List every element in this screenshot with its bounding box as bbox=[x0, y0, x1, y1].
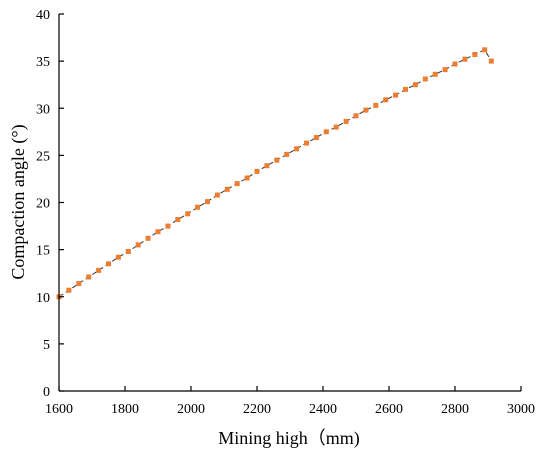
data-point bbox=[214, 192, 220, 198]
data-point bbox=[274, 157, 280, 163]
x-tick-label: 1800 bbox=[111, 402, 139, 417]
x-tick-label: 2200 bbox=[243, 402, 271, 417]
axes: 1600 1800 2000 2200 2400 2600 2800 3000 0 5 10 15 20… bbox=[36, 8, 535, 417]
y-tick-label: 40 bbox=[36, 8, 50, 23]
x-tick-label: 2600 bbox=[375, 402, 403, 417]
data-point bbox=[323, 129, 329, 135]
data-point bbox=[353, 113, 359, 119]
data-point bbox=[76, 281, 82, 287]
y-tick-label: 0 bbox=[43, 385, 50, 400]
data-point bbox=[244, 175, 250, 181]
data-point bbox=[284, 151, 290, 157]
x-axis-title: Mining high（mm) bbox=[218, 428, 360, 449]
x-tick-label: 3000 bbox=[507, 402, 535, 417]
x-tick-label: 2000 bbox=[177, 402, 205, 417]
y-tick-label: 15 bbox=[36, 244, 50, 259]
data-point bbox=[224, 186, 230, 192]
data-point bbox=[66, 287, 72, 293]
y-tick-label: 10 bbox=[36, 291, 50, 306]
data-point bbox=[373, 102, 379, 108]
data-point bbox=[422, 76, 428, 82]
y-tick-label: 35 bbox=[36, 55, 50, 70]
data-point bbox=[482, 47, 488, 53]
data-point bbox=[403, 86, 408, 92]
data-point bbox=[185, 211, 191, 217]
data-point bbox=[254, 168, 260, 174]
data-point bbox=[165, 223, 171, 229]
data-point bbox=[462, 56, 468, 62]
data-point bbox=[234, 181, 240, 187]
y-tick-label: 5 bbox=[43, 338, 50, 353]
fit-line bbox=[58, 49, 492, 298]
data-point bbox=[86, 274, 92, 280]
y-tick-label: 20 bbox=[36, 197, 50, 212]
data-point bbox=[333, 124, 339, 130]
x-tick-label: 2800 bbox=[441, 402, 469, 417]
x-tick-label: 2400 bbox=[309, 402, 337, 417]
data-point bbox=[442, 67, 448, 73]
points-layer bbox=[56, 47, 494, 300]
data-point bbox=[452, 61, 458, 67]
data-point bbox=[488, 58, 494, 64]
data-point bbox=[115, 254, 121, 260]
data-point bbox=[383, 97, 389, 103]
data-point bbox=[264, 163, 270, 169]
y-tick-label: 30 bbox=[36, 102, 50, 117]
data-point bbox=[175, 217, 181, 222]
data-point bbox=[294, 146, 300, 152]
data-point bbox=[432, 71, 438, 77]
data-point bbox=[195, 204, 201, 210]
data-point bbox=[205, 199, 210, 205]
data-point bbox=[145, 235, 151, 241]
data-point bbox=[304, 140, 309, 146]
y-axis-title: Compaction angle (°) bbox=[8, 124, 29, 279]
data-point bbox=[135, 242, 141, 248]
x-tick-label: 1600 bbox=[45, 402, 73, 417]
y-tick-label: 25 bbox=[36, 149, 50, 164]
data-point bbox=[363, 107, 369, 113]
data-point bbox=[472, 52, 478, 57]
data-point bbox=[393, 92, 399, 98]
data-point bbox=[125, 249, 131, 254]
data-point bbox=[155, 229, 161, 235]
fit-line-layer bbox=[58, 49, 492, 298]
data-point bbox=[106, 261, 111, 267]
data-point bbox=[343, 118, 349, 124]
data-point bbox=[313, 135, 319, 140]
data-point bbox=[96, 267, 102, 273]
data-point bbox=[412, 82, 418, 88]
